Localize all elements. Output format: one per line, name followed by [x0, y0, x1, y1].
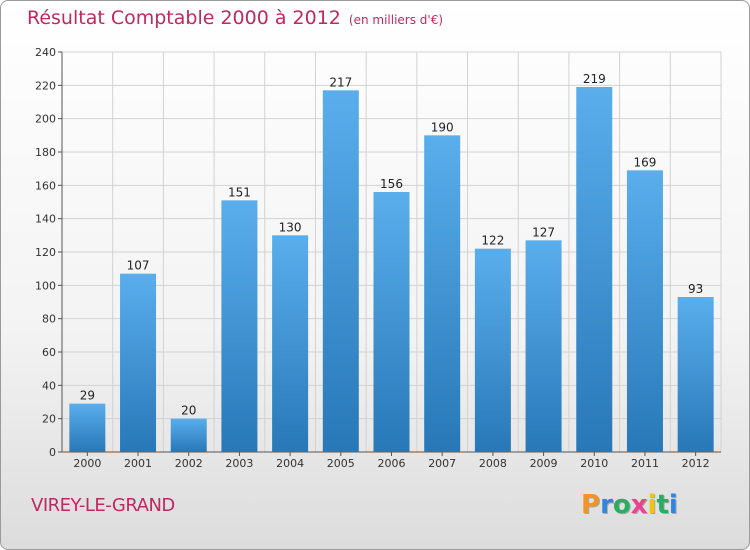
bar-2009 — [525, 240, 562, 452]
bar-2001 — [120, 273, 157, 452]
y-tick-label: 140 — [35, 213, 56, 226]
bars — [69, 87, 714, 453]
bar-2002 — [170, 418, 207, 452]
brand-letter: i — [668, 490, 678, 520]
brand-letter: i — [647, 490, 657, 520]
bar-2004 — [272, 235, 309, 452]
y-tick-label: 240 — [35, 46, 56, 59]
bar-2012 — [677, 297, 714, 452]
x-tick-label: 2005 — [327, 457, 355, 470]
data-label: 122 — [481, 234, 504, 248]
data-label: 219 — [583, 72, 606, 86]
x-tick-label: 2011 — [631, 457, 659, 470]
y-tick-label: 0 — [49, 446, 56, 459]
chart-title-text: Résultat Comptable 2000 à 2012 — [27, 7, 341, 29]
bar-2011 — [626, 170, 663, 453]
y-tick-label: 100 — [35, 279, 56, 292]
data-label: 29 — [80, 389, 95, 403]
brand-letter: t — [656, 490, 669, 520]
x-tick-label: 2012 — [682, 457, 710, 470]
y-tick-label: 180 — [35, 146, 56, 159]
bar-2003 — [221, 200, 258, 452]
x-tick-label: 2006 — [378, 457, 406, 470]
data-label: 127 — [532, 225, 555, 239]
bar-2005 — [322, 90, 359, 452]
brand-letter: o — [612, 490, 631, 520]
data-label: 130 — [279, 220, 302, 234]
y-tick-label: 120 — [35, 246, 56, 259]
data-label: 190 — [431, 120, 454, 134]
data-label: 20 — [181, 404, 196, 418]
data-label: 151 — [228, 185, 251, 199]
x-tick-label: 2007 — [428, 457, 456, 470]
chart-title: Résultat Comptable 2000 à 2012 (en millie… — [27, 7, 443, 29]
commune-name: VIREY-LE-GRAND — [31, 495, 175, 516]
brand-letter: r — [600, 490, 613, 520]
y-tick-label: 40 — [42, 379, 56, 392]
x-tick-label: 2003 — [225, 457, 253, 470]
data-label: 156 — [380, 177, 403, 191]
bar-2006 — [373, 192, 410, 452]
x-tick-label: 2009 — [530, 457, 558, 470]
labels: 2000 29 2001 107 2002 20 2003 151 2004 130 2005 217… — [73, 72, 709, 470]
bar-2007 — [424, 135, 461, 453]
y-tick-label: 220 — [35, 79, 56, 92]
x-tick-label: 2001 — [124, 457, 152, 470]
data-label: 169 — [634, 155, 657, 169]
x-tick-label: 2000 — [73, 457, 101, 470]
y-tick-label: 60 — [42, 346, 56, 359]
x-tick-label: 2008 — [479, 457, 507, 470]
bar-2008 — [474, 248, 511, 452]
x-tick-label: 2002 — [175, 457, 203, 470]
x-tick-label: 2010 — [580, 457, 608, 470]
data-label: 107 — [127, 259, 150, 273]
x-tick-label: 2004 — [276, 457, 304, 470]
bar-2000 — [69, 403, 106, 452]
data-label: 93 — [688, 282, 703, 296]
y-tick-label: 160 — [35, 179, 56, 192]
unit-note: (en milliers d'€) — [348, 13, 444, 27]
brand-letter: x — [630, 490, 648, 520]
proxiti-logo: Proxiti — [581, 490, 678, 520]
brand-letter: P — [581, 490, 601, 520]
y-tick-label: 80 — [42, 313, 56, 326]
y-tick-label: 20 — [42, 413, 56, 426]
bar-2010 — [576, 87, 613, 452]
data-label: 217 — [329, 75, 352, 89]
y-tick-label: 200 — [35, 113, 56, 126]
